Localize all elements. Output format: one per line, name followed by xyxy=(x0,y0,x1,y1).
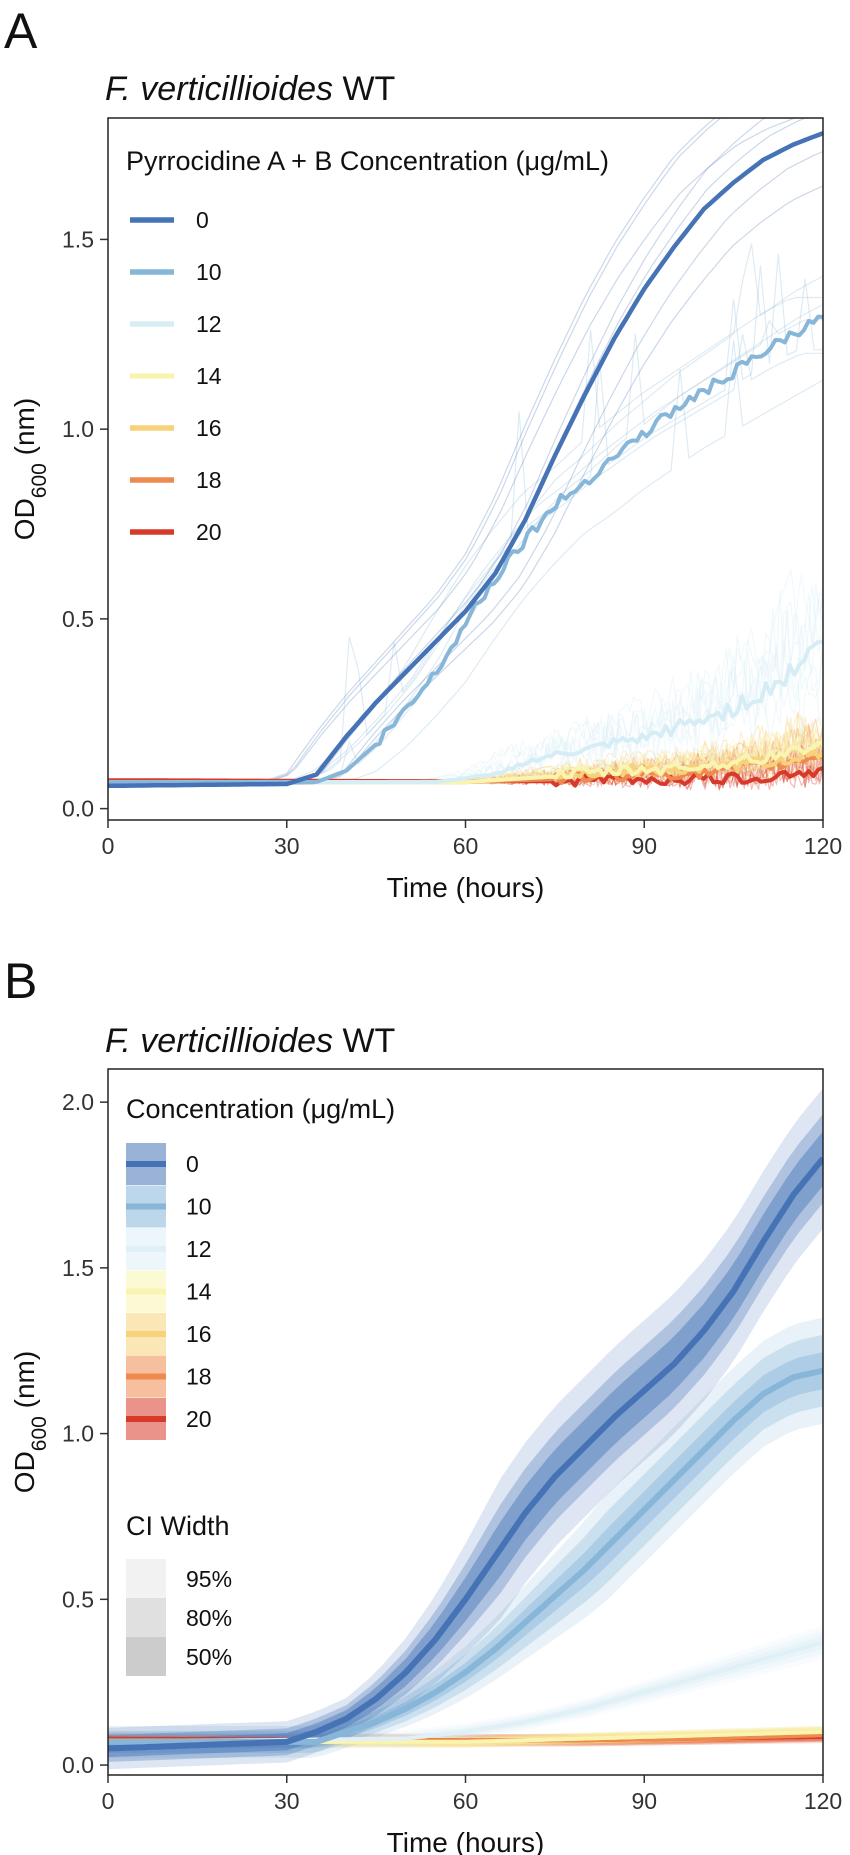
chart-b-xtick-label: 120 xyxy=(804,1788,842,1814)
chart-a-series-line-10 xyxy=(108,314,823,785)
chart-b-y-axis-label: OD600 (nm) xyxy=(9,1351,51,1493)
chart-b-legend: Concentration (μg/mL) 0 10 12 14 16 18 20 CI Wid… xyxy=(126,1094,395,1676)
chart-a-ytick-label: 0.0 xyxy=(62,796,94,822)
chart-a-ytick-label: 1.5 xyxy=(62,226,94,252)
chart-a-legend-label-16: 16 xyxy=(196,415,222,441)
panel-b-title-strain: WT xyxy=(333,1022,395,1060)
chart-a-legend-label-20: 20 xyxy=(196,519,222,545)
chart-b-legend-title: Concentration (μg/mL) xyxy=(126,1094,395,1124)
panel-a-title: F. verticillioides WT xyxy=(105,70,395,108)
chart-b-ytick-label: 2.0 xyxy=(62,1089,94,1115)
chart-a-legend-label-10: 10 xyxy=(196,259,222,285)
chart-b-y-axis-label-sub: 600 xyxy=(28,1416,51,1451)
chart-b-series-line-0 xyxy=(108,1156,823,1752)
chart-b-ytick-label: 0.5 xyxy=(62,1586,94,1612)
chart-b-ci-legend-title: CI Width xyxy=(126,1511,230,1541)
chart-b-legend-label-20: 20 xyxy=(186,1406,212,1432)
chart-a-plot-area xyxy=(108,118,823,792)
chart-b-ytick-label: 1.5 xyxy=(62,1255,94,1281)
panel-b-title: F. verticillioides WT xyxy=(105,1022,395,1060)
chart-a-y-axis-label-unit: (nm) xyxy=(9,398,40,463)
chart-b-plot-area xyxy=(108,1088,823,1770)
chart-a-y-axis-label: OD600 (nm) xyxy=(9,398,51,540)
chart-b-xtick-label: 0 xyxy=(102,1788,115,1814)
chart-b-ytick-label: 0.0 xyxy=(62,1752,94,1778)
chart-b-ci-band-12-80% xyxy=(108,1630,823,1748)
chart-b-ci-legend-label-50%: 50% xyxy=(186,1644,232,1670)
chart-a-replicate-trace-0 xyxy=(108,118,808,787)
chart-a-y-axis-label-sub: 600 xyxy=(28,463,51,498)
chart-a-ytick-label: 1.0 xyxy=(62,416,94,442)
chart-a-legend-title: Pyrrocidine A + B Concentration (μg/mL) xyxy=(126,146,609,176)
panel-a-title-strain: WT xyxy=(333,70,395,108)
chart-b-ci-band-0-95% xyxy=(108,1088,823,1770)
chart-b-xtick-label: 90 xyxy=(631,1788,657,1814)
chart-a-xtick-label: 30 xyxy=(274,833,300,859)
chart-b-ytick-label: 1.0 xyxy=(62,1421,94,1447)
chart-a-legend-label-14: 14 xyxy=(196,363,222,389)
chart-a-xtick-label: 120 xyxy=(804,833,842,859)
chart-b-ci-legend-swatch-95% xyxy=(126,1559,166,1598)
chart-a-xtick-label: 60 xyxy=(453,833,479,859)
chart-a-legend-label-18: 18 xyxy=(196,467,222,493)
chart-a-y-axis-label-main: OD xyxy=(9,498,40,540)
chart-a-series-line-0 xyxy=(108,131,823,789)
chart-a-legend: Pyrrocidine A + B Concentration (μg/mL) 0… xyxy=(126,146,609,545)
chart-b-legend-label-16: 16 xyxy=(186,1321,212,1347)
panel-b-letter: B xyxy=(4,953,37,1009)
chart-b-x-axis-label: Time (hours) xyxy=(387,1827,545,1855)
panel-a-title-species: F. verticillioides xyxy=(105,70,333,108)
chart-b-ci-legend-swatch-80% xyxy=(126,1598,166,1637)
chart-b-legend-label-14: 14 xyxy=(186,1279,212,1305)
chart-b-ci-band-0-80% xyxy=(108,1114,823,1762)
chart-a-xtick-label: 90 xyxy=(631,833,657,859)
panel-a-letter: A xyxy=(4,3,38,59)
chart-b-xtick-label: 60 xyxy=(453,1788,479,1814)
chart-b-y-axis-label-main: OD xyxy=(9,1451,40,1493)
chart-b-ci-legend-swatch-50% xyxy=(126,1637,166,1676)
chart-b-legend-label-0: 0 xyxy=(186,1151,199,1177)
chart-b-xtick-label: 30 xyxy=(274,1788,300,1814)
chart-b-legend-label-18: 18 xyxy=(186,1364,212,1390)
chart-b-ci-legend-label-95%: 95% xyxy=(186,1566,232,1592)
chart-a-legend-label-0: 0 xyxy=(196,207,209,233)
chart-a-x-axis-label: Time (hours) xyxy=(387,872,545,903)
chart-b-plot-frame xyxy=(107,1068,824,1776)
chart-b-ci-legend-label-80%: 80% xyxy=(186,1605,232,1631)
chart-b-legend-label-12: 12 xyxy=(186,1236,212,1262)
chart-b-y-axis-label-unit: (nm) xyxy=(9,1351,40,1416)
chart-a-plot-frame xyxy=(107,117,824,821)
chart-b-legend-label-10: 10 xyxy=(186,1194,212,1220)
chart-a-xtick-label: 0 xyxy=(102,833,115,859)
chart-a-replicate-trace-0 xyxy=(108,118,797,787)
panel-b-title-species: F. verticillioides xyxy=(105,1022,333,1060)
chart-a-legend-label-12: 12 xyxy=(196,311,222,337)
chart-a-ytick-label: 0.5 xyxy=(62,606,94,632)
